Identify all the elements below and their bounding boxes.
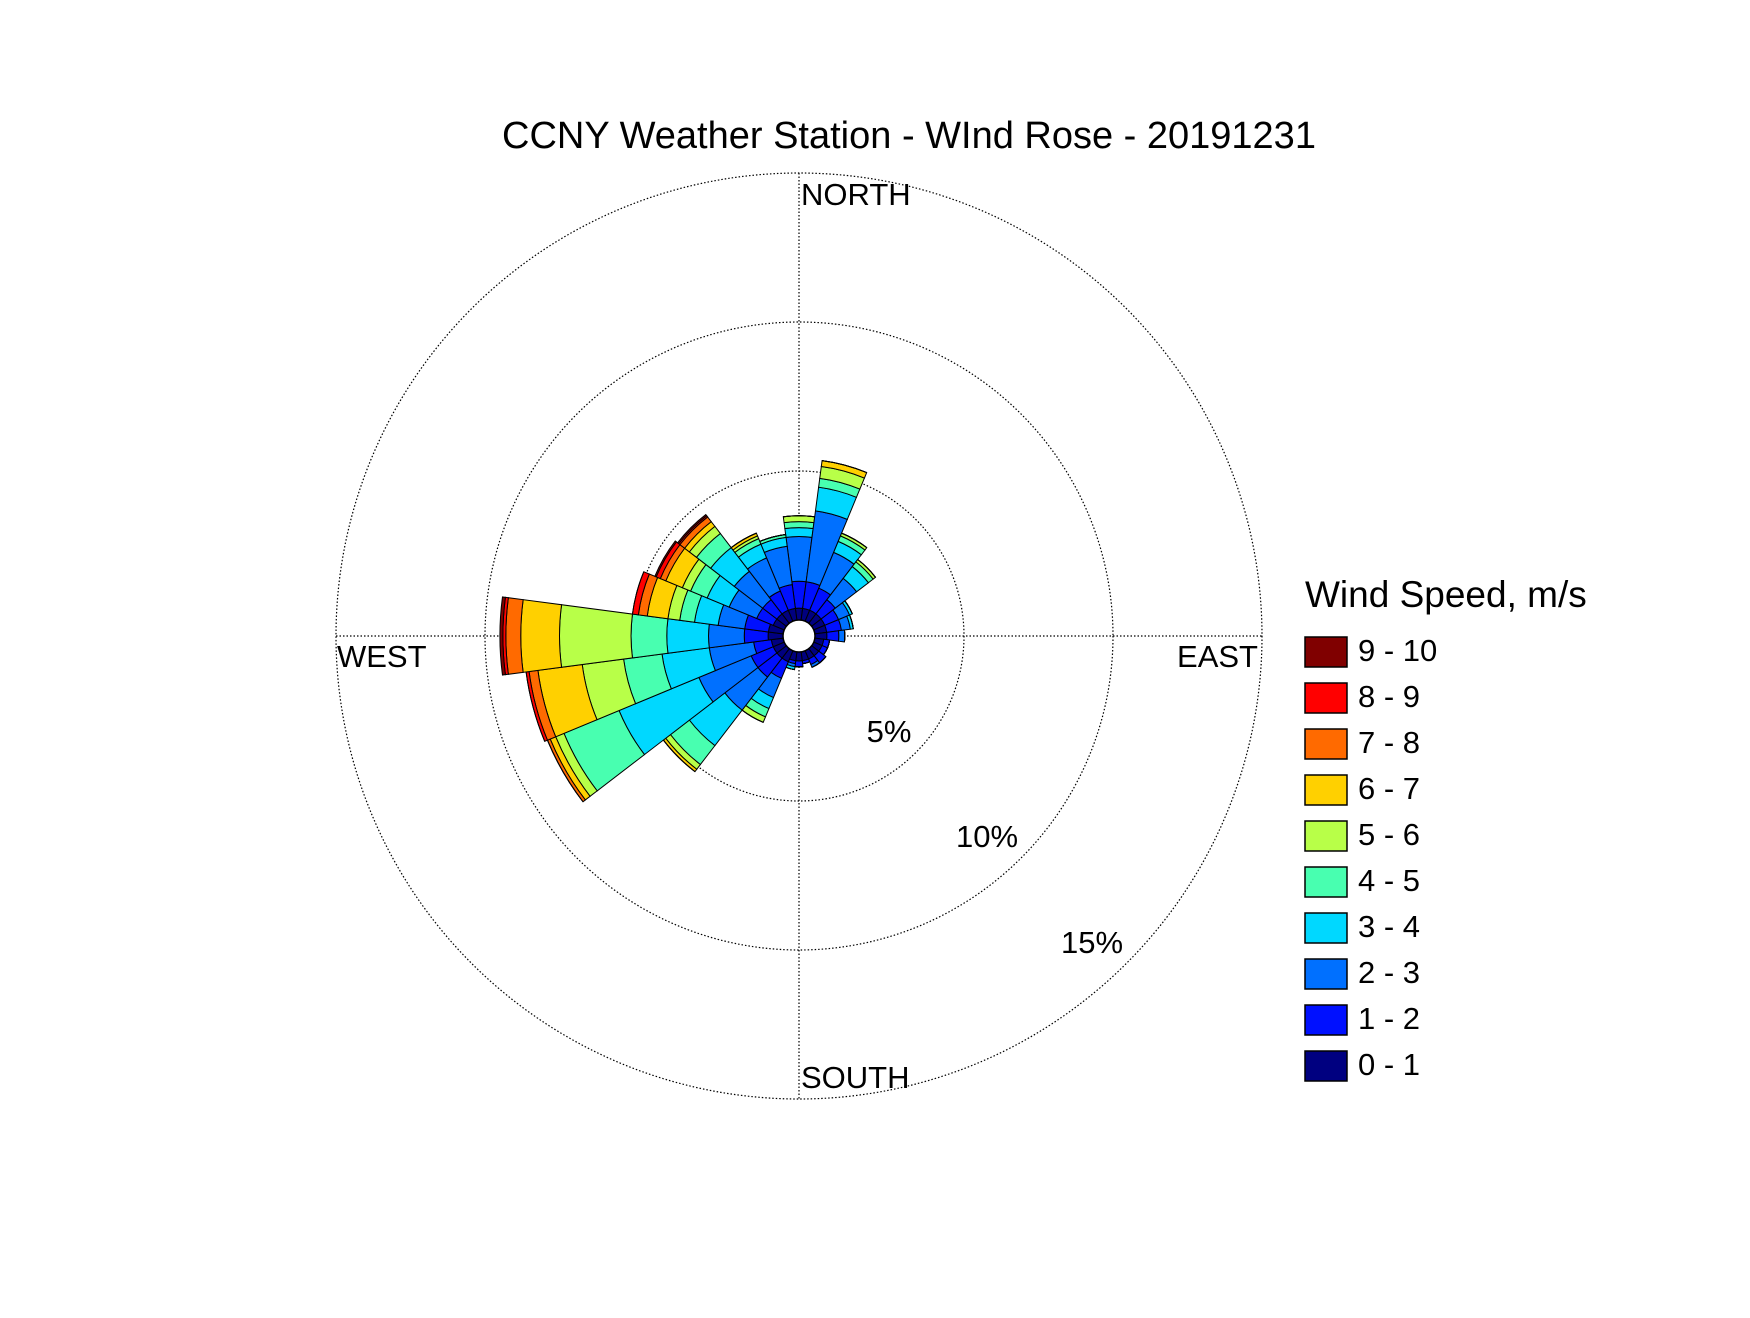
direction-label: EAST: [1177, 639, 1258, 674]
center-hole: [783, 620, 815, 652]
wedge-segment: [631, 614, 668, 658]
legend-label: 6 - 7: [1358, 771, 1420, 806]
legend-label: 7 - 8: [1358, 725, 1420, 760]
wedge-segment: [838, 630, 844, 642]
legend-label: 3 - 4: [1358, 909, 1420, 944]
wedge-segment: [506, 598, 523, 675]
wedge-segment: [521, 600, 562, 673]
wedge-segment: [784, 522, 814, 529]
legend-swatch: [1305, 775, 1347, 805]
legend-label: 1 - 2: [1358, 1001, 1420, 1036]
legend-swatch: [1305, 637, 1347, 667]
chart-title: CCNY Weather Station - WInd Rose - 20191…: [502, 115, 1316, 157]
legend-label: 4 - 5: [1358, 863, 1420, 898]
legend-swatch: [1305, 867, 1347, 897]
legend-label: 2 - 3: [1358, 955, 1420, 990]
wedge-segment: [785, 528, 813, 538]
wedge-segment: [795, 661, 803, 667]
r-tick-label: 5%: [867, 714, 912, 749]
wedge-segment: [667, 619, 709, 654]
legend-swatch: [1305, 683, 1347, 713]
legend-label: 0 - 1: [1358, 1047, 1420, 1082]
legend-swatch: [1305, 959, 1347, 989]
legend-label: 9 - 10: [1358, 633, 1437, 668]
direction-label: WEST: [337, 639, 427, 674]
r-tick-label: 15%: [1061, 925, 1123, 960]
legend-swatch: [1305, 821, 1347, 851]
legend-swatch: [1305, 1051, 1347, 1081]
legend-swatch: [1305, 913, 1347, 943]
legend-label: 8 - 9: [1358, 679, 1420, 714]
legend-title: Wind Speed, m/s: [1305, 574, 1587, 615]
r-tick-label: 10%: [956, 819, 1018, 854]
legend-swatch: [1305, 729, 1347, 759]
wedge-segment: [783, 516, 814, 523]
legend-label: 5 - 6: [1358, 817, 1420, 852]
direction-label: SOUTH: [801, 1060, 910, 1095]
direction-label: NORTH: [801, 177, 911, 212]
wedge-segment: [560, 605, 633, 668]
legend-swatch: [1305, 1005, 1347, 1035]
